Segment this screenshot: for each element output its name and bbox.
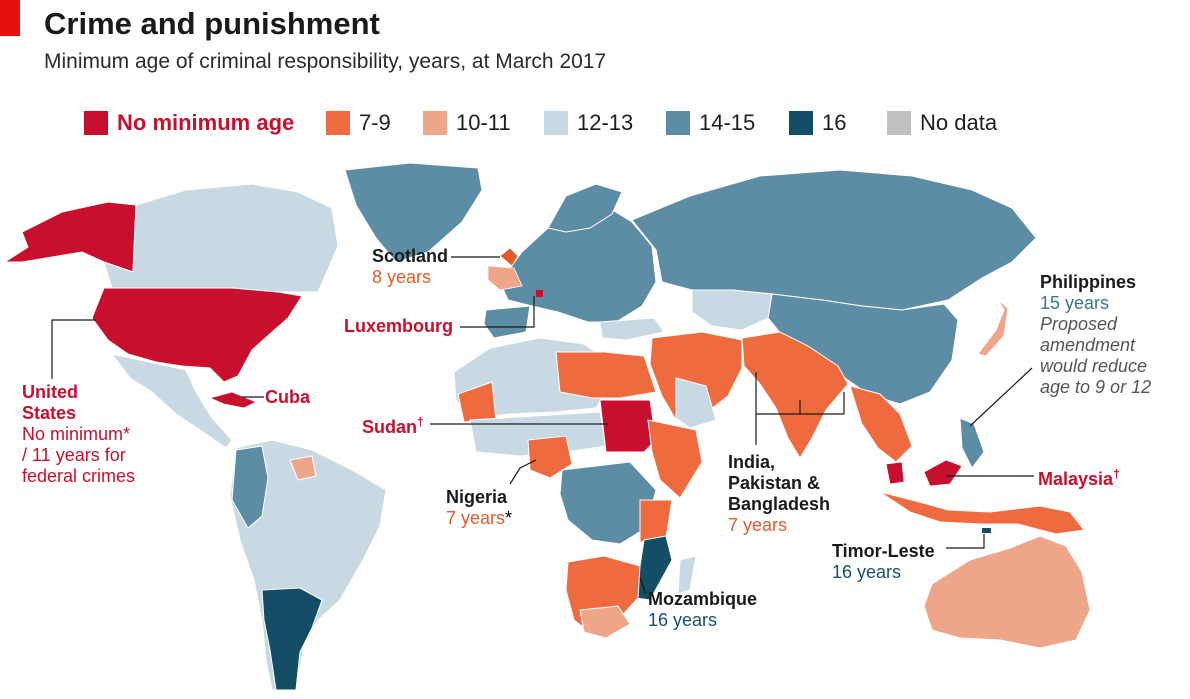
legend-swatch xyxy=(326,111,350,135)
legend-label: 7-9 xyxy=(359,110,391,135)
region-russia xyxy=(631,169,1037,311)
region-japan xyxy=(977,299,1009,357)
region-arabia-east xyxy=(675,377,717,429)
region-central-africa xyxy=(559,461,657,545)
legend: No minimum age 7-9 10-11 12-13 14-15 16 … xyxy=(0,108,1190,138)
leader-lines xyxy=(51,256,1034,595)
legend-swatch xyxy=(423,111,447,135)
region-central-asia xyxy=(691,289,773,331)
region-timor-leste xyxy=(982,528,991,533)
region-andes xyxy=(231,445,269,529)
region-south-africa xyxy=(579,605,631,639)
legend-label: No data xyxy=(920,110,998,135)
economist-red-tab xyxy=(0,0,20,36)
region-argentina xyxy=(261,587,323,691)
legend-label: 14-15 xyxy=(699,110,756,135)
legend-swatch xyxy=(887,111,911,135)
region-cuba xyxy=(208,391,257,409)
legend-label: 16 xyxy=(822,110,847,135)
region-horn-of-africa xyxy=(647,419,703,499)
region-philippines xyxy=(959,417,985,469)
annotation-philippines: Philippines 15 years Proposed amendment … xyxy=(1040,272,1152,397)
legend-swatch xyxy=(544,111,568,135)
region-indonesia xyxy=(879,491,1085,535)
legend-label: 10-11 xyxy=(456,110,511,135)
legend-swatch xyxy=(789,111,813,135)
annotation-mozambique: Mozambique 16 years xyxy=(648,589,758,630)
annotation-sudan: Sudan† xyxy=(362,415,424,437)
legend-item-16: 16 xyxy=(789,108,846,138)
region-malaysia-east xyxy=(923,459,963,487)
region-iberia xyxy=(483,305,531,339)
annotation-malaysia: Malaysia† xyxy=(1038,467,1120,489)
legend-item-12-13: 12-13 xyxy=(544,108,633,138)
annotation-timor-leste: Timor-Leste 16 years xyxy=(832,541,935,582)
legend-item-14-15: 14-15 xyxy=(666,108,755,138)
legend-swatch xyxy=(84,111,108,135)
region-libya-egypt xyxy=(555,351,657,399)
region-uk xyxy=(487,265,523,291)
world-map xyxy=(3,162,1091,691)
annotation-south-asia: India, Pakistan & Bangladesh 7 years xyxy=(728,452,831,535)
legend-label: 12-13 xyxy=(577,110,634,135)
legend-item-7-9: 7-9 xyxy=(326,108,391,138)
legend-swatch xyxy=(666,111,690,135)
region-east-africa xyxy=(639,499,673,543)
region-se-asia xyxy=(849,385,913,463)
region-united-states xyxy=(91,287,303,383)
legend-item-no-data: No data xyxy=(887,108,997,138)
chart-subtitle: Minimum age of criminal responsibility, … xyxy=(44,50,607,73)
region-alaska xyxy=(3,201,137,273)
legend-label: No minimum age xyxy=(117,110,295,135)
region-guianas xyxy=(289,455,317,481)
region-sudan xyxy=(599,399,657,453)
chart-title: Crime and punishment xyxy=(44,6,380,41)
annotation-cuba: Cuba xyxy=(265,387,310,407)
region-mexico-central-america xyxy=(110,353,233,449)
region-malaysia-west xyxy=(885,461,905,485)
region-madagascar xyxy=(677,555,697,595)
annotation-united-states: United States No minimum* / 11 years for… xyxy=(22,382,136,486)
annotation-nigeria: Nigeria 7 years* xyxy=(446,487,513,528)
annotation-luxembourg: Luxembourg xyxy=(344,316,454,336)
region-scandinavia xyxy=(547,183,623,233)
legend-item-10-11: 10-11 xyxy=(423,108,511,138)
region-australia xyxy=(923,535,1091,649)
region-canada xyxy=(103,183,339,293)
region-greenland xyxy=(344,162,483,263)
legend-item-no-minimum: No minimum age xyxy=(84,108,294,138)
annotation-scotland: Scotland 8 years xyxy=(372,246,449,287)
region-scotland xyxy=(499,247,519,267)
region-turkey xyxy=(599,317,665,341)
region-south-asia xyxy=(741,331,849,459)
region-nigeria xyxy=(527,435,573,479)
region-luxembourg xyxy=(536,290,543,297)
region-middle-east xyxy=(649,331,743,421)
